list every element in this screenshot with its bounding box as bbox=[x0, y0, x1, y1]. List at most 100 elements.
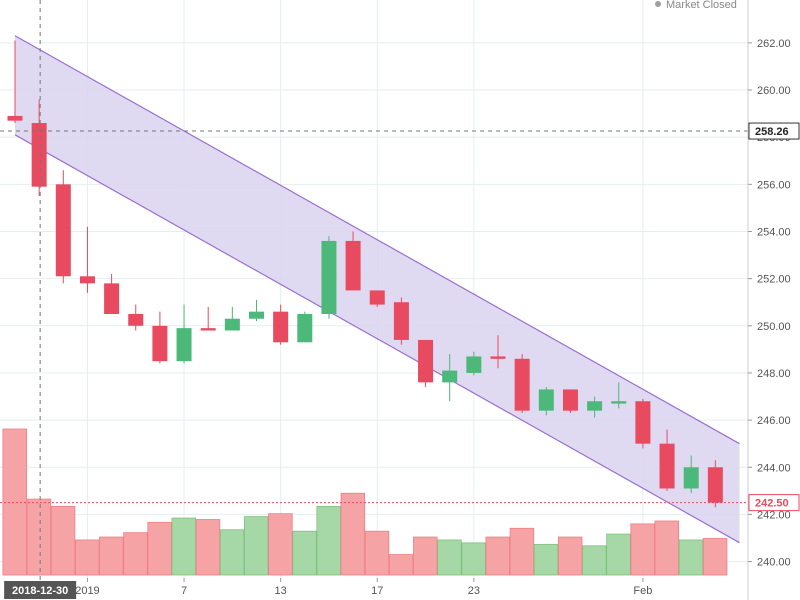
volume-bar bbox=[654, 520, 680, 576]
candle bbox=[200, 306, 216, 331]
candle bbox=[466, 351, 482, 376]
time-tick-label: Feb bbox=[633, 585, 652, 597]
candle bbox=[659, 429, 675, 491]
candle bbox=[128, 304, 144, 331]
last-price-tag: 242.50 bbox=[748, 494, 800, 512]
candle bbox=[176, 304, 192, 364]
regression-channel-lower-line[interactable] bbox=[14, 134, 740, 544]
volume-bar bbox=[606, 533, 631, 576]
price-tick-label: 250.00 bbox=[757, 321, 791, 333]
candle bbox=[683, 455, 699, 494]
candle-body bbox=[31, 123, 47, 187]
volume-bar bbox=[630, 523, 655, 576]
volume-bar bbox=[292, 530, 317, 576]
price-tick-label: 246.00 bbox=[757, 415, 791, 427]
volume-bar bbox=[50, 505, 76, 576]
candle-body bbox=[273, 311, 289, 343]
volume-bar bbox=[364, 530, 390, 576]
candle-body bbox=[635, 401, 651, 444]
volume-bar bbox=[268, 513, 293, 576]
candle-body bbox=[297, 314, 313, 343]
candle-body bbox=[562, 389, 578, 411]
volume-bar bbox=[485, 536, 510, 576]
candle bbox=[55, 170, 71, 284]
volume-bar bbox=[582, 545, 607, 576]
candle-body bbox=[369, 290, 385, 305]
candle bbox=[31, 99, 47, 197]
candle-body bbox=[104, 283, 120, 315]
price-tick-label: 244.00 bbox=[757, 462, 791, 474]
volume-bar bbox=[171, 517, 197, 576]
price-tick-label: 254.00 bbox=[757, 226, 791, 238]
candle-body bbox=[200, 328, 216, 331]
candle-body bbox=[659, 443, 675, 489]
volume-bar bbox=[509, 527, 535, 576]
volume-bar bbox=[678, 539, 704, 576]
volume-bar bbox=[244, 516, 269, 576]
candle-body bbox=[152, 325, 168, 362]
candle-body bbox=[466, 356, 482, 373]
candle bbox=[297, 311, 313, 343]
candle bbox=[562, 389, 578, 414]
candle-body bbox=[514, 358, 530, 411]
candlesticks bbox=[7, 40, 723, 508]
candle-body bbox=[393, 302, 409, 340]
price-tick-label: 248.00 bbox=[757, 368, 791, 380]
candle bbox=[321, 236, 337, 319]
candle bbox=[7, 40, 23, 124]
candle bbox=[273, 304, 289, 345]
volume-bar bbox=[316, 505, 341, 576]
last-price-label: 242.50 bbox=[755, 498, 789, 510]
candle-body bbox=[79, 276, 95, 284]
time-tick-label: 23 bbox=[468, 585, 480, 597]
candle bbox=[490, 335, 506, 369]
candle bbox=[707, 460, 723, 508]
volume-bar bbox=[461, 542, 486, 576]
volume-bar bbox=[195, 519, 221, 576]
candle-body bbox=[7, 115, 23, 121]
price-tick-label: 256.00 bbox=[757, 179, 791, 191]
time-tick-label: 17 bbox=[371, 585, 383, 597]
price-tick-label: 242.00 bbox=[757, 509, 791, 521]
candle bbox=[152, 311, 168, 364]
candle bbox=[104, 273, 120, 315]
candle-body bbox=[55, 184, 71, 277]
candle-body bbox=[490, 356, 506, 359]
candle-body bbox=[418, 339, 434, 383]
volume-bar bbox=[147, 522, 172, 576]
regression-channel-upper-line[interactable] bbox=[14, 35, 740, 445]
price-tick-label: 252.00 bbox=[757, 274, 791, 286]
time-tick-label: 13 bbox=[275, 585, 287, 597]
volume-bar bbox=[2, 428, 27, 576]
time-axis-ticks: 2019 7 13 17 23 Feb bbox=[75, 578, 652, 597]
crosshair-date-tag: 2018-12-30 bbox=[4, 581, 77, 599]
candle bbox=[393, 297, 409, 345]
status-dot-icon bbox=[655, 1, 661, 7]
candle bbox=[345, 231, 361, 291]
volume-bar bbox=[74, 539, 100, 576]
candle bbox=[79, 226, 95, 293]
candle-body bbox=[587, 401, 603, 411]
volume-bar bbox=[219, 529, 245, 576]
price-axis-ticks: 240.00 242.00 244.00 246.00 248.00 250.00 252.… bbox=[748, 38, 791, 569]
price-tick-label: 240.00 bbox=[757, 557, 791, 569]
candle bbox=[538, 387, 554, 416]
crosshair-price-label: 258.26 bbox=[755, 126, 789, 138]
candle-body bbox=[538, 389, 554, 411]
candle-body bbox=[683, 467, 699, 489]
candle bbox=[587, 396, 603, 418]
crosshair-price-tag: 258.26 bbox=[748, 122, 800, 140]
volume-bar bbox=[123, 532, 148, 576]
candle-body bbox=[442, 370, 458, 383]
volume-bar bbox=[702, 538, 728, 576]
volume-bar bbox=[557, 536, 583, 576]
candle bbox=[249, 299, 264, 322]
candle-body bbox=[176, 328, 192, 362]
candle-body bbox=[128, 314, 144, 326]
time-tick-label: 2019 bbox=[75, 585, 99, 597]
volume-bar bbox=[26, 498, 52, 576]
candle bbox=[369, 290, 385, 307]
regression-channel-fill bbox=[15, 35, 740, 543]
volume-bars bbox=[2, 428, 728, 576]
